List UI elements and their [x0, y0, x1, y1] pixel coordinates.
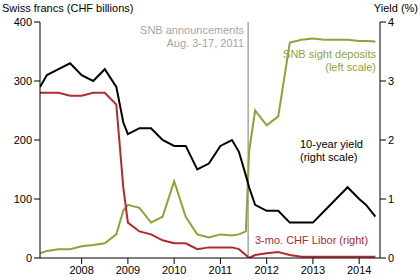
html-text:SNB announcements Aug. 3-17, 2: SNB announcements Aug. 3-17, 2011	[140, 24, 244, 49]
svg-text:200: 200	[14, 134, 32, 146]
svg-text:2011: 2011	[209, 264, 233, 276]
svg-text:2: 2	[388, 134, 394, 146]
svg-text:300: 300	[14, 75, 32, 87]
svg-text:2013: 2013	[301, 264, 325, 276]
svg-text:2012: 2012	[254, 264, 278, 276]
svg-text:1: 1	[388, 193, 394, 205]
svg-text:3: 3	[388, 75, 394, 87]
svg-text:2009: 2009	[116, 264, 140, 276]
html-text:Swiss francs (CHF billions): Swiss francs (CHF billions)	[2, 2, 134, 14]
svg-text:2008: 2008	[69, 264, 93, 276]
svg-text:2014: 2014	[347, 264, 371, 276]
html-text:10-year yield (right scale): 10-year yield (right scale)	[300, 138, 363, 163]
svg-text:0: 0	[388, 252, 394, 264]
html-text:SNB sight deposits (left scale: SNB sight deposits (left scale)	[283, 48, 376, 73]
svg-text:2010: 2010	[162, 264, 186, 276]
svg-text:4: 4	[388, 16, 394, 28]
svg-text:100: 100	[14, 193, 32, 205]
svg-text:400: 400	[14, 16, 32, 28]
svg-text:0: 0	[26, 252, 32, 264]
html-text:3-mo. CHF Libor (right): 3-mo. CHF Libor (right)	[255, 234, 369, 246]
html-text:Yield (%): Yield (%)	[373, 2, 418, 14]
